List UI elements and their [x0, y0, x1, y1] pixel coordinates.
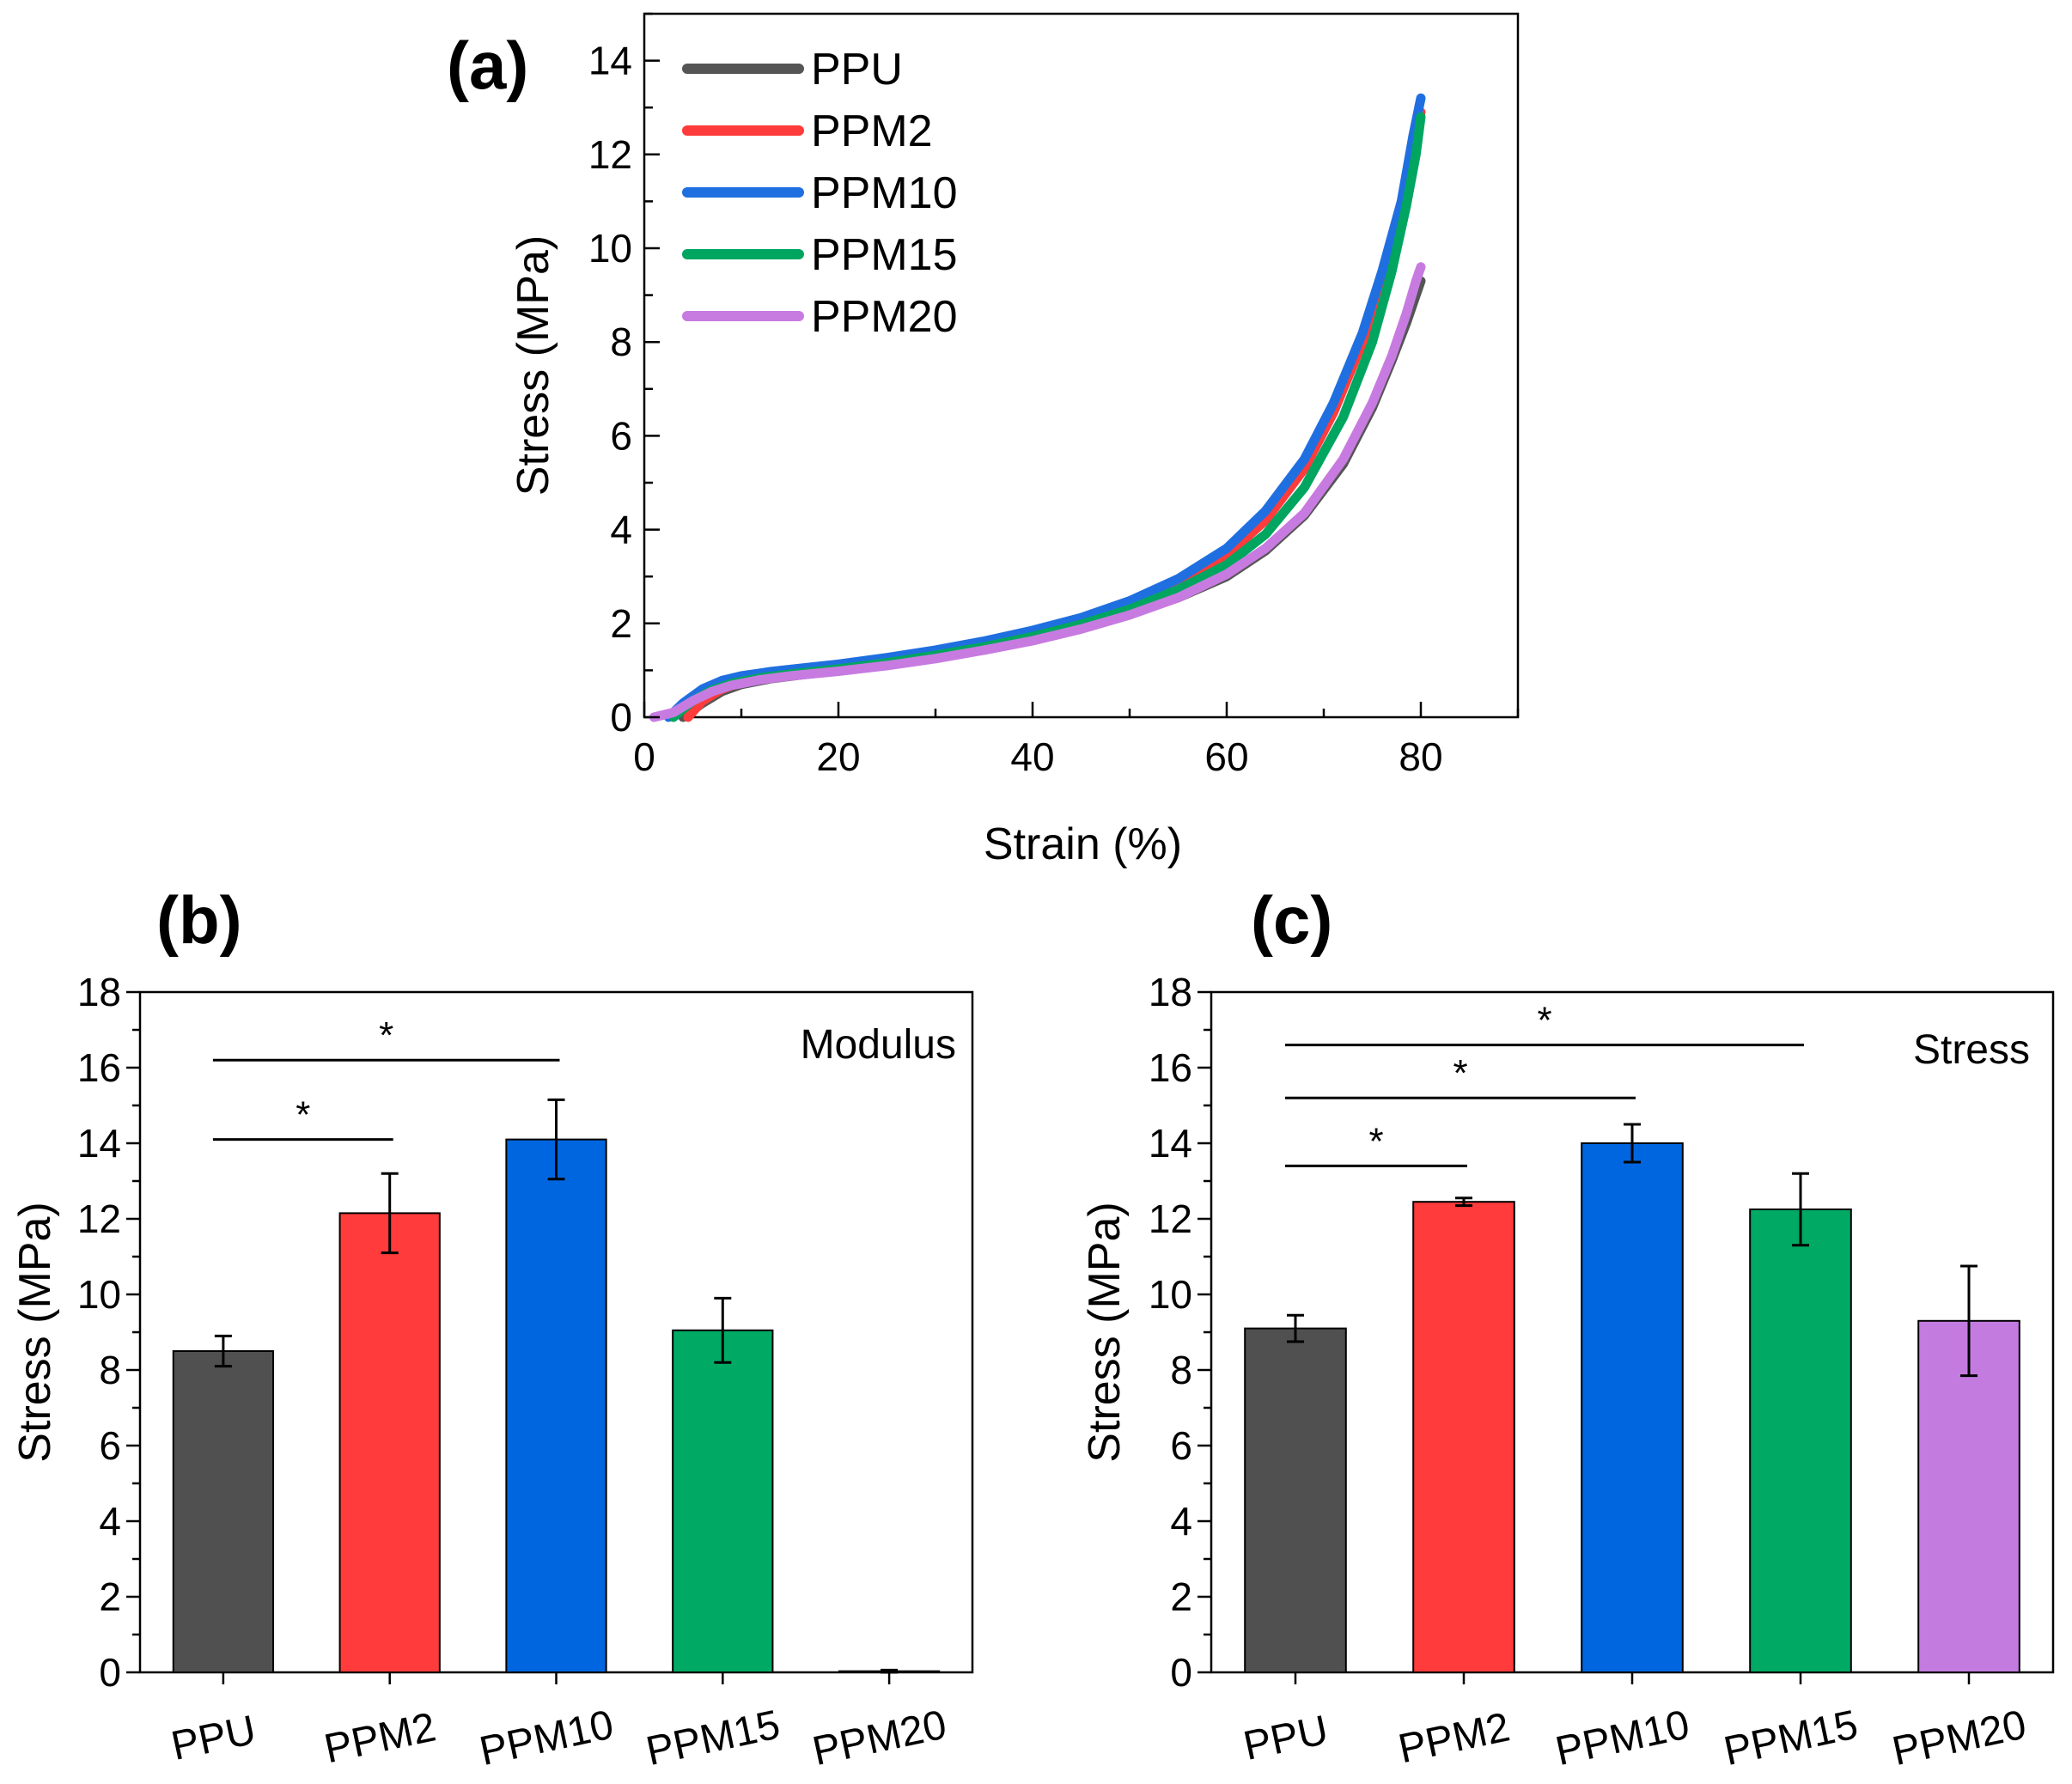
- y-tick-label: 12: [77, 1196, 121, 1241]
- significance-star: *: [296, 1094, 310, 1136]
- x-tick-label: 20: [816, 734, 860, 779]
- x-tick-label: 40: [1010, 734, 1054, 779]
- y-tick-label: 8: [610, 320, 632, 364]
- panel-b-label: (b): [156, 882, 242, 958]
- legend-label-ppm15: PPM15: [811, 230, 958, 280]
- legend-label-ppm20: PPM20: [811, 292, 958, 342]
- y-tick-label: 4: [610, 508, 632, 552]
- x-category-label-ppm20: PPM20: [808, 1702, 950, 1775]
- y-tick-label: 14: [588, 39, 632, 83]
- y-tick-label: 14: [1149, 1121, 1192, 1166]
- series-line-ppm10: [663, 93, 1426, 722]
- y-tick-label: 4: [99, 1499, 121, 1543]
- panel-b-modulus-bar-chart: PPU PPM2 PPM10 PPM15 PPM20 0 2 4 6 8 10 12 14 16 18 * * M…: [10, 882, 974, 1775]
- significance-star: *: [379, 1014, 393, 1056]
- legend: PPU PPM2 PPM10 PPM15 PPM20: [682, 45, 958, 342]
- y-tick-label: 0: [1170, 1650, 1192, 1695]
- series-line-ppm20: [649, 262, 1426, 722]
- x-axis-title: Strain (%): [984, 819, 1182, 869]
- legend-label-ppm10: PPM10: [811, 168, 958, 218]
- y-tick-label: 6: [610, 413, 632, 458]
- x-tick-label: 0: [633, 734, 655, 779]
- y-tick-label: 2: [610, 601, 632, 646]
- panel-a-plot-frame: [643, 12, 1520, 719]
- legend-label-ppm2: PPM2: [811, 107, 933, 156]
- y-axis-title: Stress (MPa): [10, 1202, 60, 1462]
- y-tick-label: 18: [77, 970, 121, 1014]
- x-category-label-ppm20: PPM20: [1888, 1702, 2030, 1775]
- y-tick-label: 8: [1170, 1348, 1192, 1392]
- significance-star: *: [1453, 1052, 1467, 1094]
- y-tick-label: 10: [1149, 1272, 1192, 1317]
- y-tick-label: 12: [588, 132, 632, 177]
- y-tick-label: 14: [77, 1121, 121, 1166]
- significance-star: *: [1368, 1120, 1383, 1162]
- panel-c-annotation: Stress: [1913, 1027, 2030, 1073]
- y-tick-label: 8: [99, 1348, 121, 1392]
- panel-a-line-chart: 0 20 40 60 80 0 2 4 6 8 10 12 14 Strain (%) Stress (MP…: [447, 12, 1520, 869]
- x-category-label-ppu: PPU: [1240, 1708, 1332, 1769]
- panel-c-label: (c): [1251, 882, 1332, 958]
- x-tick-label: 80: [1399, 734, 1442, 779]
- y-axis-title: Stress (MPa): [509, 235, 558, 496]
- y-tick-label: 12: [1149, 1196, 1192, 1241]
- y-tick-label: 0: [610, 695, 632, 740]
- y-tick-label: 10: [77, 1272, 121, 1317]
- y-tick-label: 6: [1170, 1423, 1192, 1468]
- bar-ppm15: [672, 1329, 774, 1674]
- significance-star: *: [1537, 1000, 1551, 1042]
- bar-ppm2: [338, 1212, 441, 1673]
- y-tick-label: 2: [1170, 1574, 1192, 1619]
- x-category-label-ppm15: PPM15: [1720, 1702, 1862, 1775]
- x-category-label-ppm2: PPM2: [320, 1704, 440, 1772]
- x-category-label-ppm15: PPM15: [643, 1702, 784, 1775]
- x-category-label-ppu: PPU: [168, 1708, 260, 1769]
- bar-ppm2: [1412, 1201, 1515, 1673]
- y-tick-label: 10: [588, 226, 632, 271]
- x-tick-label: 60: [1204, 734, 1248, 779]
- y-tick-label: 18: [1149, 970, 1192, 1014]
- panel-c-stress-bar-chart: PPU PPM2 PPM10 PPM15 PPM20 0 2 4 6 8 10 12 14 16 18 * * *…: [1080, 882, 2055, 1775]
- panel-label-a: (a): [447, 27, 528, 103]
- x-category-label-ppm2: PPM2: [1394, 1704, 1514, 1772]
- y-tick-label: 4: [1170, 1499, 1192, 1543]
- y-tick-label: 2: [99, 1574, 121, 1619]
- bar-ppu: [172, 1350, 275, 1673]
- bar-ppm10: [505, 1138, 607, 1673]
- bar-ppm10: [1581, 1142, 1684, 1673]
- y-axis-title: Stress (MPa): [1080, 1202, 1130, 1462]
- x-category-label-ppm10: PPM10: [1551, 1702, 1693, 1775]
- y-tick-label: 6: [99, 1423, 121, 1468]
- bar-ppm15: [1749, 1209, 1852, 1673]
- x-category-label-ppm10: PPM10: [476, 1702, 618, 1775]
- panel-b-annotation: Modulus: [801, 1022, 956, 1068]
- y-tick-label: 0: [99, 1650, 121, 1695]
- legend-label-ppu: PPU: [811, 45, 903, 94]
- y-tick-label: 16: [1149, 1045, 1192, 1090]
- y-tick-label: 16: [77, 1045, 121, 1090]
- bar-ppu: [1244, 1327, 1347, 1673]
